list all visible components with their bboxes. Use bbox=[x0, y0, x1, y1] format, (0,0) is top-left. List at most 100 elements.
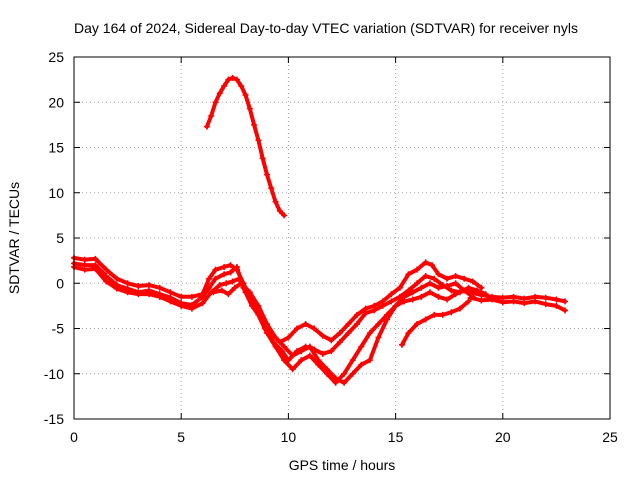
data-point bbox=[242, 92, 249, 99]
data-point bbox=[452, 291, 459, 298]
x-axis-label: GPS time / hours bbox=[289, 457, 396, 473]
series-line bbox=[204, 75, 287, 218]
data-point bbox=[362, 310, 369, 317]
data-point bbox=[103, 266, 110, 273]
y-tick-label: 25 bbox=[48, 49, 64, 65]
series-line bbox=[468, 290, 567, 304]
y-tick-label: 10 bbox=[48, 185, 64, 201]
data-point bbox=[375, 320, 382, 327]
data-point bbox=[206, 284, 213, 291]
y-tick-label: -10 bbox=[44, 366, 64, 382]
data-point bbox=[489, 296, 496, 303]
series-arc-lower-2 bbox=[210, 280, 476, 386]
data-point bbox=[233, 263, 240, 270]
data-point bbox=[396, 284, 403, 291]
data-point bbox=[199, 300, 206, 307]
data-point bbox=[221, 263, 228, 270]
data-point bbox=[531, 298, 538, 305]
data-point bbox=[311, 325, 318, 332]
data-point bbox=[167, 289, 174, 296]
y-tick-label: 15 bbox=[48, 140, 64, 156]
x-tick-label: 25 bbox=[602, 429, 618, 445]
data-point bbox=[465, 298, 472, 305]
data-point bbox=[315, 357, 322, 364]
data-point bbox=[92, 265, 99, 272]
data-point bbox=[124, 289, 131, 296]
data-point bbox=[345, 330, 352, 337]
data-point bbox=[418, 284, 425, 291]
data-point bbox=[227, 262, 234, 269]
data-point bbox=[146, 291, 153, 298]
data-point bbox=[276, 207, 283, 214]
data-point bbox=[212, 266, 219, 273]
data-point bbox=[384, 316, 391, 323]
data-point bbox=[456, 305, 463, 312]
data-point bbox=[156, 284, 163, 291]
data-point bbox=[561, 307, 568, 314]
data-point bbox=[478, 284, 485, 291]
data-point bbox=[229, 74, 236, 81]
data-point bbox=[553, 302, 560, 309]
data-point bbox=[233, 76, 240, 83]
data-point bbox=[225, 76, 232, 83]
data-point bbox=[156, 293, 163, 300]
data-point bbox=[414, 266, 421, 273]
data-point bbox=[358, 361, 365, 368]
data-point bbox=[332, 375, 339, 382]
y-tick-label: -5 bbox=[52, 321, 65, 337]
data-point bbox=[251, 121, 258, 128]
data-point bbox=[281, 212, 288, 219]
data-point bbox=[199, 293, 206, 300]
data-point bbox=[135, 282, 142, 289]
data-point bbox=[268, 185, 275, 192]
data-point bbox=[319, 350, 326, 357]
data-point bbox=[444, 282, 451, 289]
data-point bbox=[212, 275, 219, 282]
data-point bbox=[167, 298, 174, 305]
data-point bbox=[542, 294, 549, 301]
data-point bbox=[336, 330, 343, 337]
data-point bbox=[478, 297, 485, 304]
data-point bbox=[510, 298, 517, 305]
data-point bbox=[328, 348, 335, 355]
data-point bbox=[210, 289, 217, 296]
data-point bbox=[431, 311, 438, 318]
series-arc-upper-2 bbox=[71, 260, 489, 364]
x-tick-label: 20 bbox=[495, 429, 511, 445]
data-point bbox=[435, 284, 442, 291]
data-point bbox=[246, 105, 253, 112]
y-tick-label: 5 bbox=[56, 230, 64, 246]
data-point bbox=[341, 379, 348, 386]
data-point bbox=[366, 330, 373, 337]
series-line bbox=[211, 281, 475, 385]
data-point bbox=[263, 320, 270, 327]
data-point bbox=[422, 316, 429, 323]
data-point bbox=[358, 343, 365, 350]
data-point bbox=[227, 269, 234, 276]
data-point bbox=[444, 275, 451, 282]
data-point bbox=[293, 325, 300, 332]
data-point bbox=[113, 285, 120, 292]
data-point bbox=[208, 112, 215, 119]
data-point bbox=[178, 302, 185, 309]
y-tick-label: -15 bbox=[44, 411, 64, 427]
data-point bbox=[405, 271, 412, 278]
data-point bbox=[281, 343, 288, 350]
grid bbox=[74, 57, 610, 419]
data-point bbox=[255, 137, 262, 144]
axis-ticks: 0 5 10 15 20 25 -15 -10 -5 0 5 10 15 20 25 bbox=[44, 49, 618, 445]
series-arc-tail-b bbox=[467, 294, 568, 314]
data-point bbox=[478, 292, 485, 299]
data-point bbox=[306, 352, 313, 359]
data-point bbox=[103, 278, 110, 285]
data-point bbox=[188, 305, 195, 312]
data-point bbox=[263, 171, 270, 178]
series-line bbox=[72, 261, 488, 363]
data-point bbox=[231, 284, 238, 291]
data-point bbox=[306, 343, 313, 350]
data-point bbox=[246, 289, 253, 296]
data-point bbox=[448, 309, 455, 316]
data-point bbox=[375, 334, 382, 341]
data-point bbox=[401, 293, 408, 300]
